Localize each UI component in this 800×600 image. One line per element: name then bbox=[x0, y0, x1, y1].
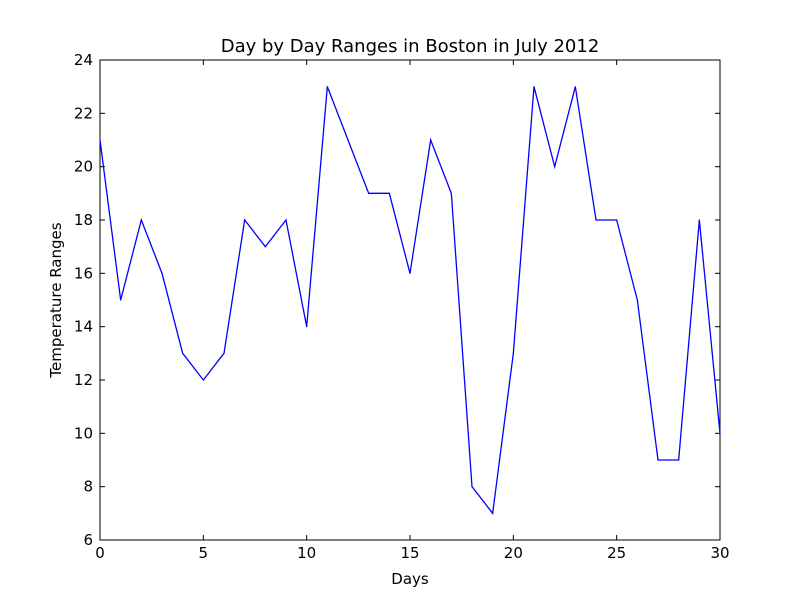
y-tick-label: 22 bbox=[74, 104, 93, 122]
data-point bbox=[616, 219, 618, 221]
data-point bbox=[202, 379, 204, 381]
data-point bbox=[430, 139, 432, 141]
y-tick-label: 8 bbox=[83, 478, 93, 496]
x-axis-label: Days bbox=[391, 570, 429, 588]
y-tick-label: 18 bbox=[74, 211, 93, 229]
x-tick-label: 0 bbox=[95, 544, 105, 562]
data-point bbox=[161, 272, 163, 274]
data-point bbox=[182, 352, 184, 354]
data-point bbox=[264, 246, 266, 248]
data-point bbox=[554, 166, 556, 168]
y-tick-label: 20 bbox=[74, 158, 93, 176]
data-point bbox=[574, 86, 576, 88]
data-point bbox=[306, 326, 308, 328]
data-point bbox=[698, 219, 700, 221]
data-point bbox=[450, 192, 452, 194]
data-point bbox=[409, 272, 411, 274]
x-tick-label: 5 bbox=[199, 544, 209, 562]
y-tick-label: 12 bbox=[74, 371, 93, 389]
data-point bbox=[636, 299, 638, 301]
chart-title: Day by Day Ranges in Boston in July 2012 bbox=[221, 36, 600, 57]
x-tick-label: 30 bbox=[710, 544, 729, 562]
y-tick-label: 10 bbox=[74, 424, 93, 442]
data-point bbox=[326, 86, 328, 88]
data-point bbox=[492, 512, 494, 514]
data-point bbox=[120, 299, 122, 301]
x-tick-label: 20 bbox=[504, 544, 523, 562]
data-point bbox=[223, 352, 225, 354]
data-point bbox=[678, 459, 680, 461]
data-point bbox=[512, 352, 514, 354]
data-point bbox=[99, 139, 101, 141]
y-tick-label: 6 bbox=[83, 531, 93, 549]
data-point bbox=[388, 192, 390, 194]
x-tick-label: 15 bbox=[400, 544, 419, 562]
plot-area bbox=[99, 59, 721, 541]
series-layer bbox=[99, 86, 721, 515]
data-point bbox=[719, 432, 721, 434]
data-point bbox=[244, 219, 246, 221]
data-point bbox=[140, 219, 142, 221]
x-tick-label: 25 bbox=[607, 544, 626, 562]
y-tick-label: 14 bbox=[74, 318, 93, 336]
data-point bbox=[533, 86, 535, 88]
data-point bbox=[471, 486, 473, 488]
y-axis-label: Temperature Ranges bbox=[47, 222, 65, 378]
x-axis: 0 5 10 15 20 25 30 bbox=[95, 60, 730, 562]
y-axis: 6 8 10 12 14 16 18 20 22 24 bbox=[74, 51, 720, 549]
y-tick-label: 24 bbox=[74, 51, 93, 69]
y-tick-label: 16 bbox=[74, 264, 93, 282]
x-tick-label: 10 bbox=[297, 544, 316, 562]
data-point bbox=[285, 219, 287, 221]
data-point bbox=[347, 139, 349, 141]
data-point bbox=[657, 459, 659, 461]
data-point bbox=[595, 219, 597, 221]
data-point bbox=[368, 192, 370, 194]
